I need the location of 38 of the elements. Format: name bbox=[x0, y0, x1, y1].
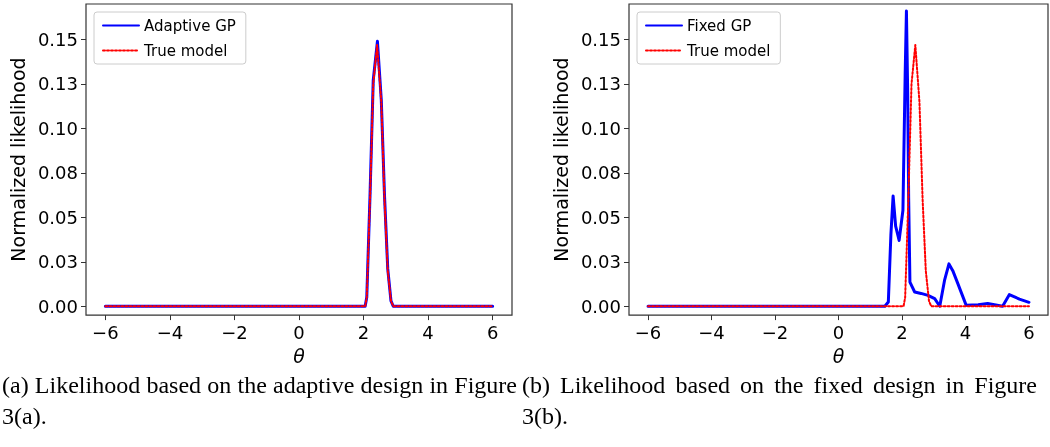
x-tick-label: −6 bbox=[92, 321, 119, 343]
legend-label: Adaptive GP bbox=[144, 16, 236, 35]
y-tick-label: 0.10 bbox=[37, 117, 78, 139]
legend-label: Fixed GP bbox=[687, 16, 752, 35]
y-tick-label: 0.00 bbox=[580, 295, 621, 317]
x-tick-label: −2 bbox=[221, 321, 248, 343]
y-tick-label: 0.08 bbox=[37, 162, 78, 184]
x-tick-label: −4 bbox=[156, 321, 184, 343]
x-tick-label: −2 bbox=[761, 321, 789, 343]
text: (a) Likelihood based on the adaptive design in Figure 3(a). bbox=[1, 371, 517, 431]
y-tick-label: 0.03 bbox=[580, 251, 621, 273]
x-tick-label: 4 bbox=[422, 321, 434, 343]
x-axis-title: θ bbox=[293, 344, 306, 367]
y-tick-label: 0.13 bbox=[580, 73, 621, 95]
y-tick-label: 0.03 bbox=[37, 251, 78, 273]
x-tick-label: 2 bbox=[357, 321, 370, 343]
x-tick-label: −6 bbox=[634, 321, 662, 343]
x-axis-title: θ bbox=[832, 344, 845, 367]
y-tick-label: 0.00 bbox=[37, 295, 78, 317]
y-tick-label: 0.05 bbox=[580, 206, 621, 228]
y-tick-label: 0.15 bbox=[37, 29, 78, 51]
y-axis-title: Normalized likelihood bbox=[6, 57, 29, 262]
y-tick-label: 0.08 bbox=[580, 162, 621, 184]
legend-label: True model bbox=[686, 41, 771, 60]
text: (b) Likelihood based on the fixed design in Figure 3(b). bbox=[521, 371, 1037, 431]
x-tick-label: 0 bbox=[832, 321, 845, 343]
legend-label: True model bbox=[143, 41, 228, 60]
y-tick-label: 0.10 bbox=[580, 117, 621, 139]
x-tick-label: 6 bbox=[1023, 321, 1035, 343]
x-tick-label: 0 bbox=[293, 321, 305, 343]
x-tick-label: 6 bbox=[486, 321, 499, 343]
y-tick-label: 0.05 bbox=[37, 206, 78, 228]
y-axis-title: Normalized likelihood bbox=[549, 57, 572, 262]
y-tick-label: 0.15 bbox=[580, 29, 621, 51]
y-tick-label: 0.13 bbox=[37, 73, 78, 95]
x-tick-label: 2 bbox=[896, 321, 908, 343]
x-tick-label: −4 bbox=[698, 321, 725, 343]
x-tick-label: 4 bbox=[959, 321, 972, 343]
